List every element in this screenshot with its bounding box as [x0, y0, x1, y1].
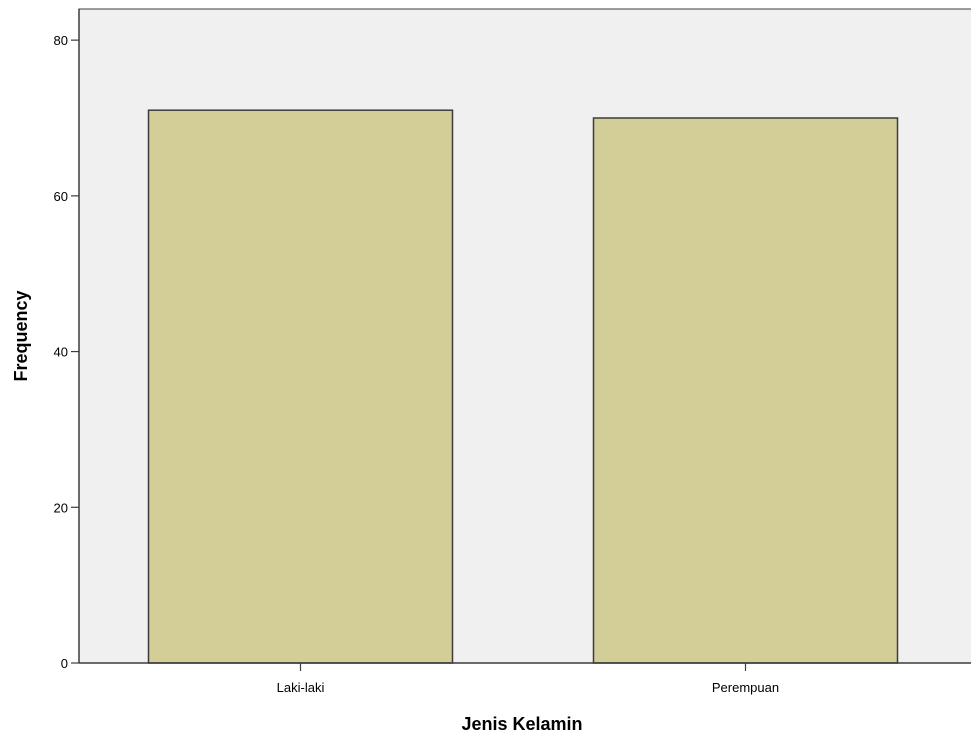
y-axis: 0 20 40 60 80: [54, 9, 80, 671]
bar-laki-laki: [147, 109, 454, 664]
y-tick-label-20: 20: [54, 500, 68, 515]
bar-perempuan: [592, 117, 899, 664]
y-axis-title: Frequency: [11, 290, 31, 381]
x-axis: Laki-laki Perempuan: [79, 662, 971, 695]
x-tick-label-perempuan: Perempuan: [712, 680, 779, 695]
x-tick-label-laki-laki: Laki-laki: [277, 680, 325, 695]
y-tick-label-0: 0: [61, 656, 68, 671]
y-tick-label-60: 60: [54, 189, 68, 204]
x-axis-title: Jenis Kelamin: [461, 714, 582, 734]
y-tick-label-40: 40: [54, 345, 68, 360]
y-tick-label-80: 80: [54, 33, 68, 48]
